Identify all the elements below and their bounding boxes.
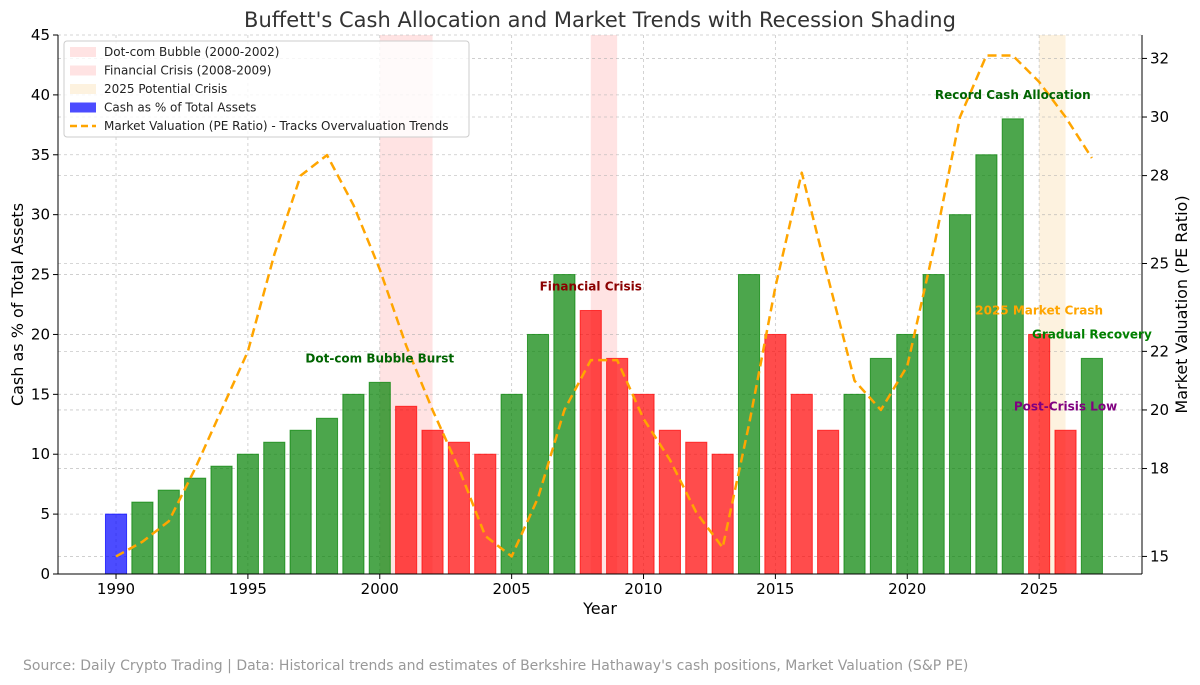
bar-1999 xyxy=(342,393,365,575)
bar-2000 xyxy=(368,381,391,575)
bar-2017 xyxy=(817,429,840,575)
y2-tick-label: 18 xyxy=(1150,460,1169,478)
bar-2006 xyxy=(526,333,550,575)
bar-1997 xyxy=(289,429,312,575)
annotation-label: Gradual Recovery xyxy=(1032,327,1152,341)
bar-1990 xyxy=(104,513,128,575)
bar-1996 xyxy=(263,441,286,575)
y2-tick-label: 30 xyxy=(1150,108,1169,126)
bar-2020 xyxy=(896,333,919,575)
y-tick-label: 5 xyxy=(40,505,50,523)
y-tick-label: 40 xyxy=(31,86,50,104)
line-series xyxy=(115,54,1093,558)
y2-tick-label: 15 xyxy=(1150,547,1169,565)
bar-2008 xyxy=(579,309,602,575)
y-tick-label: 45 xyxy=(31,26,50,44)
pe-ratio-line xyxy=(115,54,1093,558)
y-tick-label: 20 xyxy=(31,325,50,343)
x-tick-label: 1990 xyxy=(97,580,135,598)
bar-2026 xyxy=(1054,429,1077,575)
legend-label-0: Dot-com Bubble (2000-2002) xyxy=(104,45,279,59)
bar-2015 xyxy=(764,333,787,575)
y-tick-label: 0 xyxy=(40,565,50,583)
legend-label-3: Cash as % of Total Assets xyxy=(104,101,256,115)
annotation-label: Post-Crisis Low xyxy=(1014,399,1117,413)
y2-tick-label: 22 xyxy=(1150,342,1169,360)
bar-2001 xyxy=(395,405,418,575)
y2-tick-label: 20 xyxy=(1150,401,1169,419)
bar-2012 xyxy=(685,441,708,575)
bar-2022 xyxy=(948,214,972,575)
bar-2005 xyxy=(500,393,523,575)
bar-2014 xyxy=(737,274,761,575)
y2-tick-label: 28 xyxy=(1150,167,1169,185)
bar-2023 xyxy=(975,154,998,575)
y2-tick-label: 25 xyxy=(1150,254,1169,272)
legend-swatch-2 xyxy=(70,84,96,94)
legend-box xyxy=(63,40,470,138)
y-tick-label: 30 xyxy=(31,206,50,224)
x-ticks: 1990 1995 2000 2005 2010 2015 2020 2025 xyxy=(97,574,1058,598)
x-tick-label: 2010 xyxy=(624,580,662,598)
chart-title: Buffett's Cash Allocation and Market Tre… xyxy=(244,8,956,32)
bar-1995 xyxy=(236,453,259,575)
bar-2019 xyxy=(869,357,892,575)
legend-label-2: 2025 Potential Crisis xyxy=(104,82,227,96)
y-tick-label: 15 xyxy=(31,385,50,403)
annotation-label: 2025 Market Crash xyxy=(975,303,1103,317)
bar-2016 xyxy=(790,393,813,575)
x-tick-label: 2020 xyxy=(888,580,926,598)
legend-swatch-0 xyxy=(70,47,96,57)
bar-2002 xyxy=(421,429,444,575)
y-tick-label: 35 xyxy=(31,146,50,164)
y2-axis-label: Market Valuation (PE Ratio) xyxy=(1172,195,1191,413)
x-tick-label: 2015 xyxy=(756,580,794,598)
legend-swatch-1 xyxy=(70,65,96,76)
annotation-label: Financial Crisis xyxy=(540,280,642,294)
bar-1992 xyxy=(157,489,180,575)
annotation-label: Record Cash Allocation xyxy=(935,88,1091,102)
y2-ticks: 15 18 20 22 25 28 30 32 xyxy=(1142,49,1169,565)
bar-2011 xyxy=(658,429,681,575)
y-ticks: 0 5 10 15 20 25 30 35 40 45 xyxy=(31,26,58,583)
y-tick-label: 25 xyxy=(31,266,50,284)
annotation-label: Dot-com Bubble Burst xyxy=(305,351,454,365)
bar-2021 xyxy=(922,274,945,575)
bar-2009 xyxy=(606,357,629,575)
legend: Dot-com Bubble (2000-2002) Financial Cris… xyxy=(63,40,470,138)
x-tick-label: 2025 xyxy=(1020,580,1058,598)
legend-swatch-3 xyxy=(70,102,96,113)
bar-2024 xyxy=(1001,118,1024,575)
bar-1991 xyxy=(131,501,154,575)
source-note: Source: Daily Crypto Trading | Data: His… xyxy=(23,658,969,674)
x-tick-label: 1995 xyxy=(229,580,267,598)
x-tick-label: 2000 xyxy=(361,580,399,598)
legend-label-4: Market Valuation (PE Ratio) - Tracks Ove… xyxy=(104,119,449,133)
bar-1994 xyxy=(210,465,233,575)
bar-2007 xyxy=(553,274,576,575)
bar-1998 xyxy=(315,417,339,575)
x-axis-label: Year xyxy=(582,599,617,618)
y2-tick-label: 32 xyxy=(1150,49,1169,67)
legend-label-1: Financial Crisis (2008-2009) xyxy=(104,64,271,78)
bar-2003 xyxy=(447,441,470,575)
bar-2010 xyxy=(632,393,655,575)
bar-2027 xyxy=(1080,357,1103,575)
bar-2018 xyxy=(843,393,866,575)
y-tick-label: 10 xyxy=(31,445,50,463)
bar-2025 xyxy=(1028,333,1051,575)
annotations: Dot-com Bubble Burst Financial Crisis Reco… xyxy=(305,88,1152,413)
x-tick-label: 2005 xyxy=(493,580,531,598)
bar-1993 xyxy=(184,477,207,575)
y-axis-label: Cash as % of Total Assets xyxy=(8,203,27,406)
